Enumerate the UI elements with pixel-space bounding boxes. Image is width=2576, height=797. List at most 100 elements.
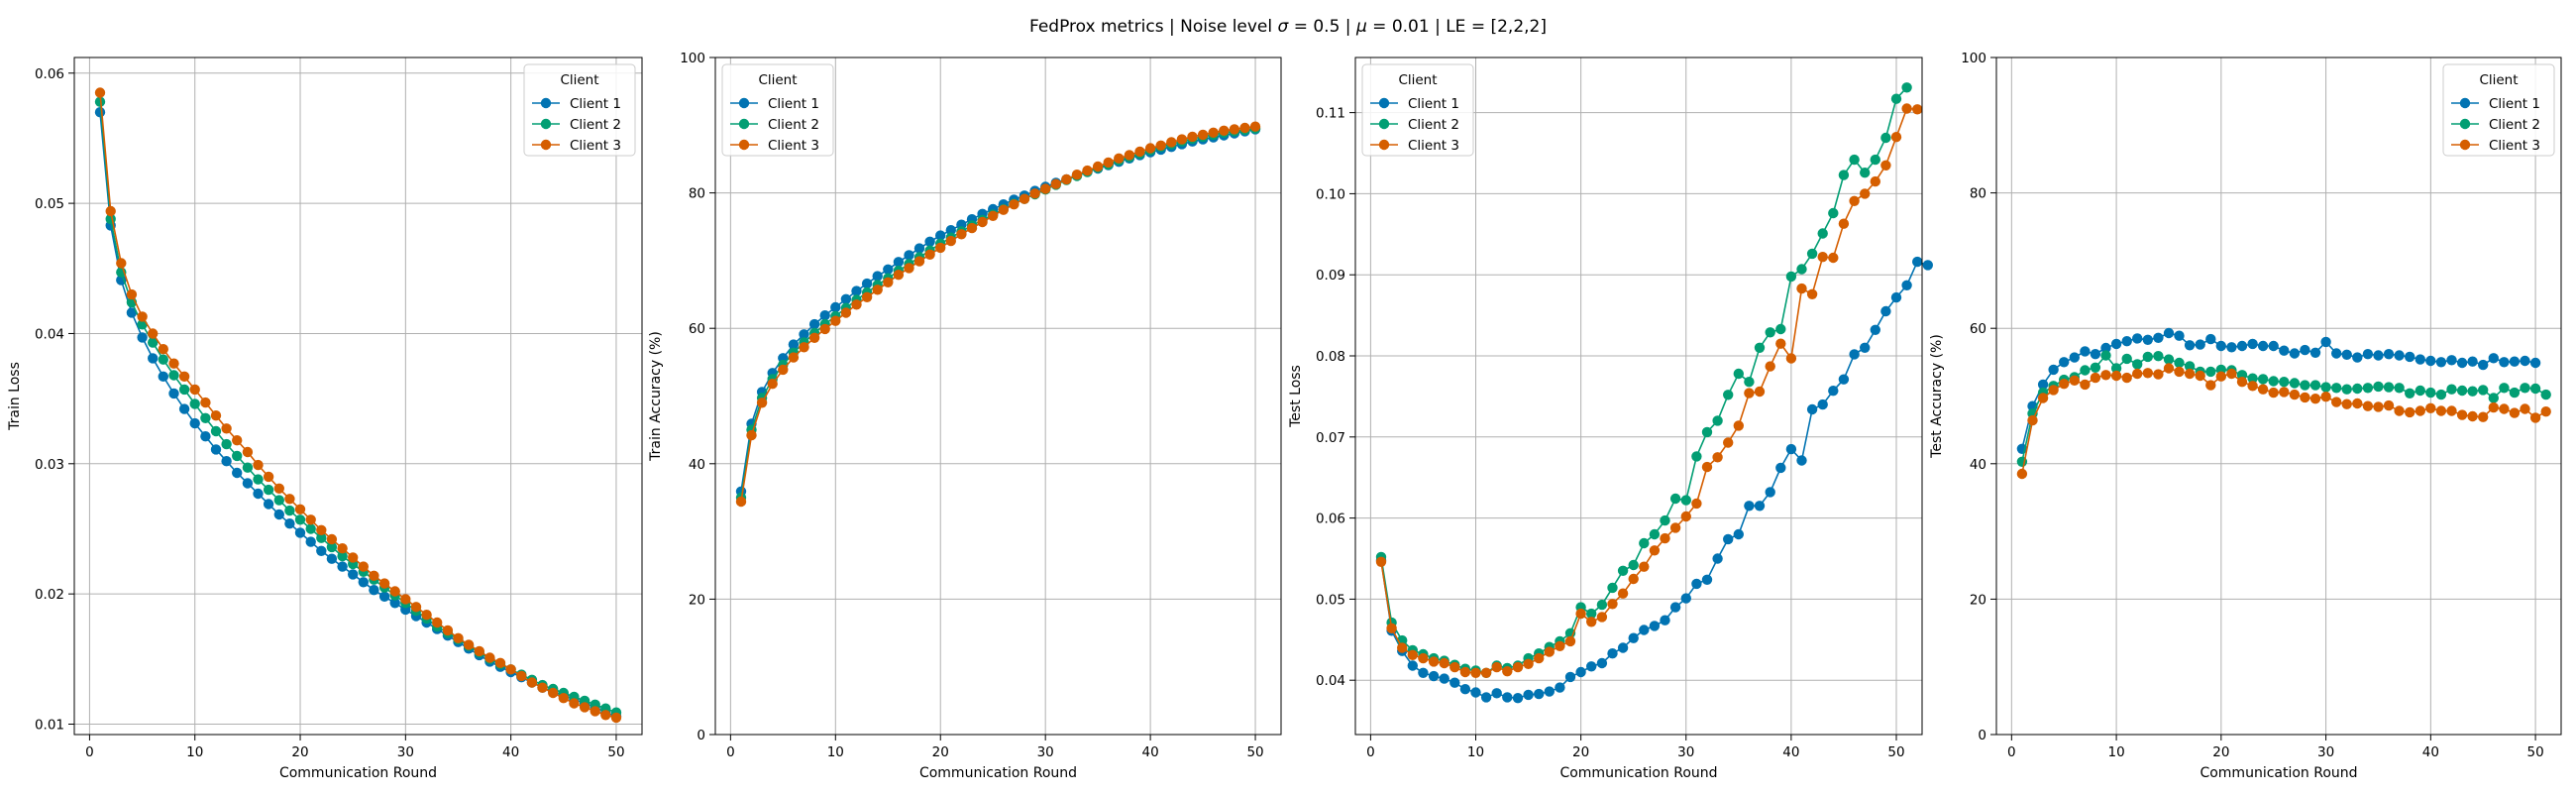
data-point-client-1-round-11 bbox=[1480, 692, 1492, 703]
data-point-client-3-round-38 bbox=[1765, 361, 1775, 372]
y-tick-label-0: 0.01 bbox=[35, 717, 64, 733]
data-point-client-2-round-31 bbox=[2331, 383, 2342, 394]
data-point-client-1-round-39 bbox=[2415, 354, 2425, 365]
y-tick-label-3: 0.07 bbox=[1316, 430, 1345, 446]
series-line-client-2 bbox=[740, 127, 1256, 499]
data-point-client-3-round-46 bbox=[1849, 195, 1860, 206]
data-point-client-3-round-35 bbox=[1733, 420, 1745, 431]
data-point-client-2-round-23 bbox=[2247, 373, 2258, 384]
data-point-client-3-round-2 bbox=[746, 429, 757, 441]
legend-marker-client-3 bbox=[540, 139, 552, 151]
data-point-client-1-round-16 bbox=[1534, 688, 1545, 700]
series-line-client-3 bbox=[1380, 107, 1918, 674]
data-point-client-1-round-5 bbox=[137, 332, 148, 343]
data-point-client-1-round-13 bbox=[2142, 334, 2153, 345]
data-point-client-3-round-26 bbox=[2279, 387, 2290, 398]
series-line-client-2 bbox=[2021, 354, 2547, 462]
data-point-client-3-round-3 bbox=[756, 398, 768, 408]
data-point-client-1-round-17 bbox=[1544, 686, 1556, 697]
data-point-client-2-round-45 bbox=[2478, 385, 2489, 396]
data-point-client-2-round-27 bbox=[2289, 378, 2301, 389]
data-point-client-3-round-24 bbox=[2257, 384, 2269, 395]
data-point-client-1-round-20 bbox=[1575, 666, 1586, 678]
data-point-client-3-round-28 bbox=[1019, 193, 1030, 204]
data-point-client-3-round-39 bbox=[1134, 146, 1145, 158]
data-point-client-1-round-14 bbox=[232, 467, 243, 479]
legend-marker-client-2 bbox=[1378, 118, 1390, 130]
data-point-client-3-round-40 bbox=[1785, 353, 1797, 364]
data-point-client-3-round-48 bbox=[590, 706, 600, 717]
data-point-client-2-round-11 bbox=[2121, 353, 2132, 365]
y-tick-label-3: 0.04 bbox=[35, 326, 64, 342]
data-point-client-2-round-16 bbox=[253, 474, 264, 485]
data-point-client-1-round-23 bbox=[2247, 338, 2258, 350]
data-point-client-2-round-44 bbox=[1828, 207, 1839, 219]
data-point-client-3-round-39 bbox=[494, 657, 506, 668]
data-point-client-3-round-2 bbox=[1386, 623, 1397, 633]
data-point-client-3-round-10 bbox=[830, 315, 841, 326]
y-tick-label-4: 0.08 bbox=[1316, 349, 1345, 365]
data-point-client-3-round-48 bbox=[2509, 407, 2521, 418]
data-point-client-1-round-28 bbox=[2300, 344, 2310, 356]
data-point-client-3-round-35 bbox=[1092, 161, 1104, 172]
legend-box bbox=[721, 63, 834, 157]
data-point-client-1-round-8 bbox=[168, 388, 179, 399]
data-point-client-3-round-21 bbox=[2226, 368, 2237, 380]
data-point-client-3-round-22 bbox=[1596, 612, 1608, 623]
data-point-client-3-round-17 bbox=[904, 263, 914, 274]
data-point-client-2-round-15 bbox=[2163, 354, 2175, 365]
data-point-client-2-round-23 bbox=[326, 541, 338, 553]
data-point-client-3-round-25 bbox=[348, 552, 359, 563]
legend-label-client-3: Client 3 bbox=[2489, 138, 2540, 154]
series-line-client-2 bbox=[1380, 86, 1908, 674]
data-point-client-1-round-48 bbox=[2509, 356, 2521, 367]
data-point-client-1-round-46 bbox=[2488, 353, 2499, 364]
data-point-client-3-round-11 bbox=[840, 307, 852, 318]
legend-marker-client-1 bbox=[738, 97, 750, 109]
data-point-client-3-round-51 bbox=[2540, 406, 2551, 417]
x-axis-label: Communication Round bbox=[279, 765, 437, 781]
data-point-client-1-round-20 bbox=[935, 230, 946, 241]
data-point-client-3-round-15 bbox=[242, 446, 254, 458]
data-point-client-1-round-7 bbox=[799, 329, 809, 340]
data-point-client-3-round-20 bbox=[935, 242, 946, 254]
data-point-client-1-round-12 bbox=[2132, 333, 2143, 344]
legend-label-client-1: Client 1 bbox=[768, 96, 819, 112]
data-point-client-3-round-50 bbox=[1890, 132, 1902, 143]
data-point-client-1-round-25 bbox=[2268, 340, 2279, 352]
y-tick-label-4: 0.05 bbox=[35, 196, 64, 212]
data-point-client-3-round-42 bbox=[1806, 288, 1818, 299]
y-tick-label-3: 60 bbox=[1970, 321, 1986, 337]
series-line-client-2 bbox=[99, 101, 617, 714]
data-point-client-1-round-28 bbox=[378, 591, 390, 602]
data-point-client-3-round-16 bbox=[253, 459, 264, 471]
data-point-client-3-round-14 bbox=[2153, 369, 2164, 380]
data-point-client-3-round-12 bbox=[2132, 368, 2143, 380]
data-point-client-1-round-6 bbox=[788, 339, 800, 350]
y-tick-label-3: 60 bbox=[689, 321, 705, 337]
data-point-client-1-round-30 bbox=[1680, 593, 1692, 604]
data-point-client-3-round-29 bbox=[389, 586, 400, 597]
y-tick-label-0: 0.04 bbox=[1316, 673, 1345, 689]
data-point-client-3-round-42 bbox=[2446, 405, 2457, 416]
figure-suptitle: FedProx metrics | Noise level σ = 0.5 | … bbox=[1029, 17, 1547, 37]
data-point-client-3-round-16 bbox=[893, 270, 905, 281]
data-point-client-3-round-41 bbox=[516, 670, 527, 682]
data-point-client-1-round-7 bbox=[158, 371, 168, 382]
data-point-client-2-round-41 bbox=[1796, 264, 1807, 275]
x-tick-label-2: 20 bbox=[291, 744, 308, 760]
y-tick-label-2: 0.06 bbox=[1316, 512, 1345, 527]
data-point-client-1-round-8 bbox=[1449, 677, 1460, 688]
y-tick-label-1: 20 bbox=[689, 592, 705, 608]
data-point-client-3-round-24 bbox=[977, 216, 988, 228]
legend-label-client-3: Client 3 bbox=[768, 138, 819, 154]
data-point-client-1-round-9 bbox=[178, 403, 190, 414]
data-point-client-1-round-12 bbox=[851, 285, 862, 296]
data-point-client-3-round-10 bbox=[1470, 667, 1481, 678]
y-axis-label: Train Accuracy (%) bbox=[648, 331, 664, 462]
data-point-client-1-round-15 bbox=[1523, 689, 1534, 701]
data-point-client-2-round-41 bbox=[2435, 389, 2447, 400]
x-tick-label-1: 10 bbox=[1467, 744, 1484, 760]
y-tick-label-0: 0 bbox=[697, 728, 705, 743]
data-point-client-3-round-25 bbox=[2268, 387, 2279, 398]
